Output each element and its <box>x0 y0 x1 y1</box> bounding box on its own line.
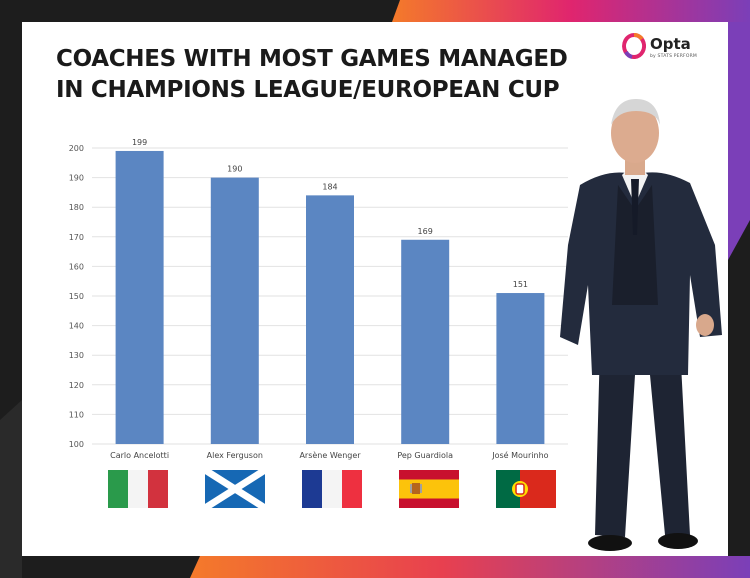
bar-value-label: 151 <box>513 280 528 289</box>
y-tick-label: 170 <box>69 233 84 242</box>
opta-logo-name: Opta <box>650 35 691 53</box>
y-tick-label: 130 <box>69 351 84 360</box>
bar <box>401 239 450 444</box>
coach-photo-icon <box>560 99 722 551</box>
y-tick-label: 190 <box>69 174 84 183</box>
opta-logo: Opta by STATS PERFORM <box>622 32 712 68</box>
x-tick-label: Carlo Ancelotti <box>110 451 169 460</box>
scotland-flag-icon <box>205 470 265 508</box>
chart-title-line-1: COACHES WITH MOST GAMES MANAGED <box>56 46 568 72</box>
y-tick-label: 100 <box>69 440 84 449</box>
france-flag-icon <box>302 470 362 508</box>
opta-logo-sub: by STATS PERFORM <box>650 54 697 59</box>
italy-flag-icon <box>108 470 168 508</box>
bar <box>210 177 259 444</box>
spain-flag-icon <box>399 470 459 508</box>
y-tick-label: 160 <box>69 262 84 271</box>
y-tick-label: 200 <box>69 144 84 153</box>
portugal-flag-icon <box>496 470 556 508</box>
bar <box>115 150 164 444</box>
x-tick-label: José Mourinho <box>491 450 548 460</box>
y-tick-label: 150 <box>69 292 84 301</box>
x-tick-label: Arsène Wenger <box>299 450 361 460</box>
chart-title: COACHES WITH MOST GAMES MANAGED IN CHAMP… <box>56 44 568 106</box>
bar-value-label: 190 <box>227 165 242 174</box>
bar-value-label: 184 <box>322 182 337 191</box>
y-tick-label: 140 <box>69 322 84 331</box>
bar-value-label: 199 <box>132 138 147 147</box>
x-tick-label: Alex Ferguson <box>207 451 263 460</box>
bar <box>496 293 545 444</box>
bar <box>306 195 354 444</box>
bar-value-label: 169 <box>418 227 433 236</box>
chart-title-line-2: IN CHAMPIONS LEAGUE/EUROPEAN CUP <box>56 77 560 103</box>
y-tick-label: 180 <box>69 203 84 212</box>
x-tick-label: Pep Guardiola <box>397 451 453 460</box>
y-tick-label: 120 <box>69 381 84 390</box>
opta-logo-icon <box>622 33 646 59</box>
y-tick-label: 110 <box>69 410 84 419</box>
